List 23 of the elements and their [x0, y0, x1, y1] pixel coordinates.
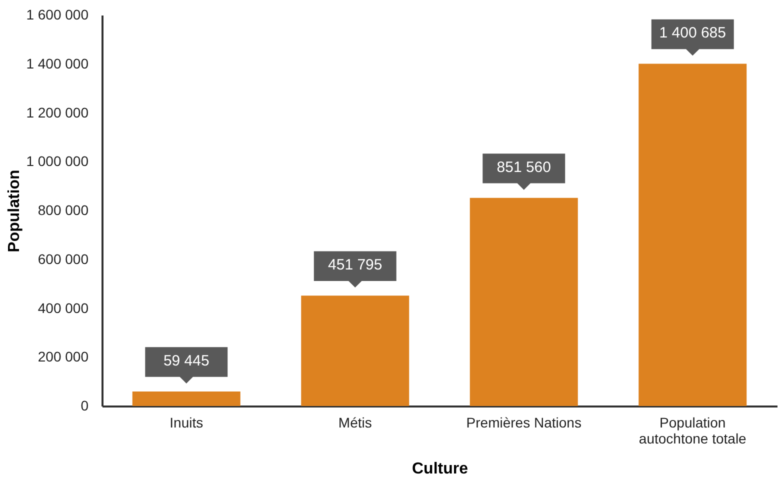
- data-label: 1 400 685: [659, 24, 726, 42]
- y-tick-label: 1 600 000: [26, 6, 89, 22]
- y-tick-label: 200 000: [38, 348, 89, 365]
- x-tick-label: Inuits: [170, 414, 204, 430]
- x-tick-label: Premières Nations: [466, 414, 582, 430]
- x-tick-label: Population autochtone totale: [638, 414, 747, 446]
- data-label: 59 445: [163, 352, 210, 370]
- x-tick-label: Métis: [338, 414, 372, 430]
- y-tick-label: 1 000 000: [26, 153, 89, 170]
- y-tick-label: 800 000: [38, 202, 89, 218]
- y-axis-title: Population: [6, 170, 24, 252]
- x-axis-title: Culture: [412, 460, 468, 478]
- y-tick-label: 1 400 000: [26, 55, 89, 72]
- y-tick-label: 1 200 000: [26, 104, 89, 120]
- bar: [132, 391, 240, 406]
- y-tick-label: 400 000: [38, 300, 89, 316]
- bar: [301, 296, 410, 406]
- bar: [470, 198, 578, 406]
- data-label: 851 560: [496, 158, 551, 176]
- data-label: 451 795: [328, 256, 382, 274]
- bar: [638, 64, 747, 406]
- y-tick-label: 600 000: [38, 250, 89, 267]
- y-tick-label: 0: [80, 398, 89, 414]
